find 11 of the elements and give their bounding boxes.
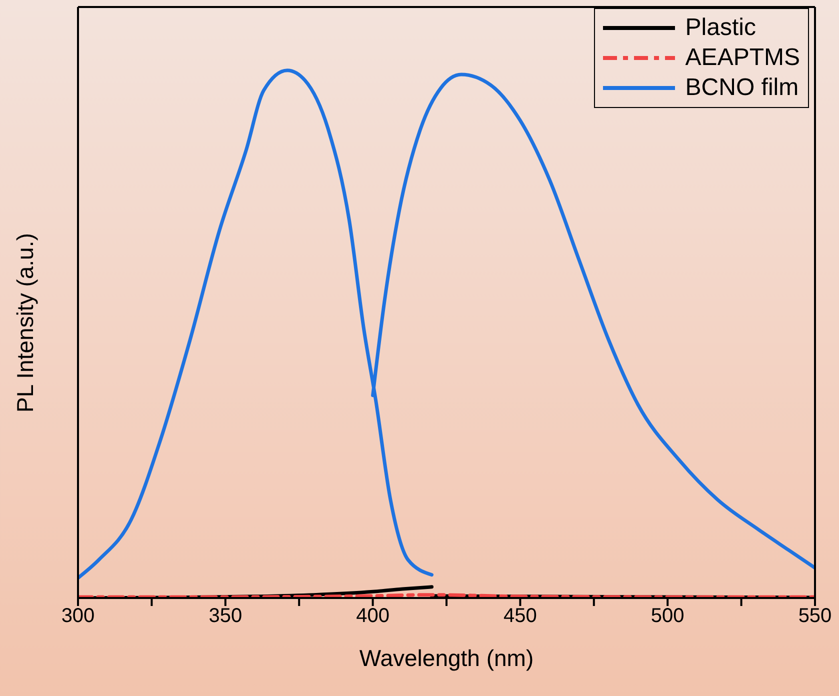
x-tick-label: 350 — [208, 605, 242, 628]
y-axis-title: PL Intensity (a.u.) — [12, 233, 38, 412]
legend-label: BCNO film — [685, 74, 799, 102]
x-tick-label: 400 — [356, 605, 390, 628]
legend-label: AEAPTMS — [685, 44, 800, 72]
x-tick-label: 450 — [504, 605, 537, 628]
x-tick-label: 550 — [798, 605, 832, 628]
x-axis-title: Wavelength (nm) — [359, 645, 534, 671]
legend-label: Plastic — [685, 14, 756, 42]
x-tick-label: 300 — [61, 605, 95, 628]
x-tick-label: 500 — [650, 605, 684, 628]
